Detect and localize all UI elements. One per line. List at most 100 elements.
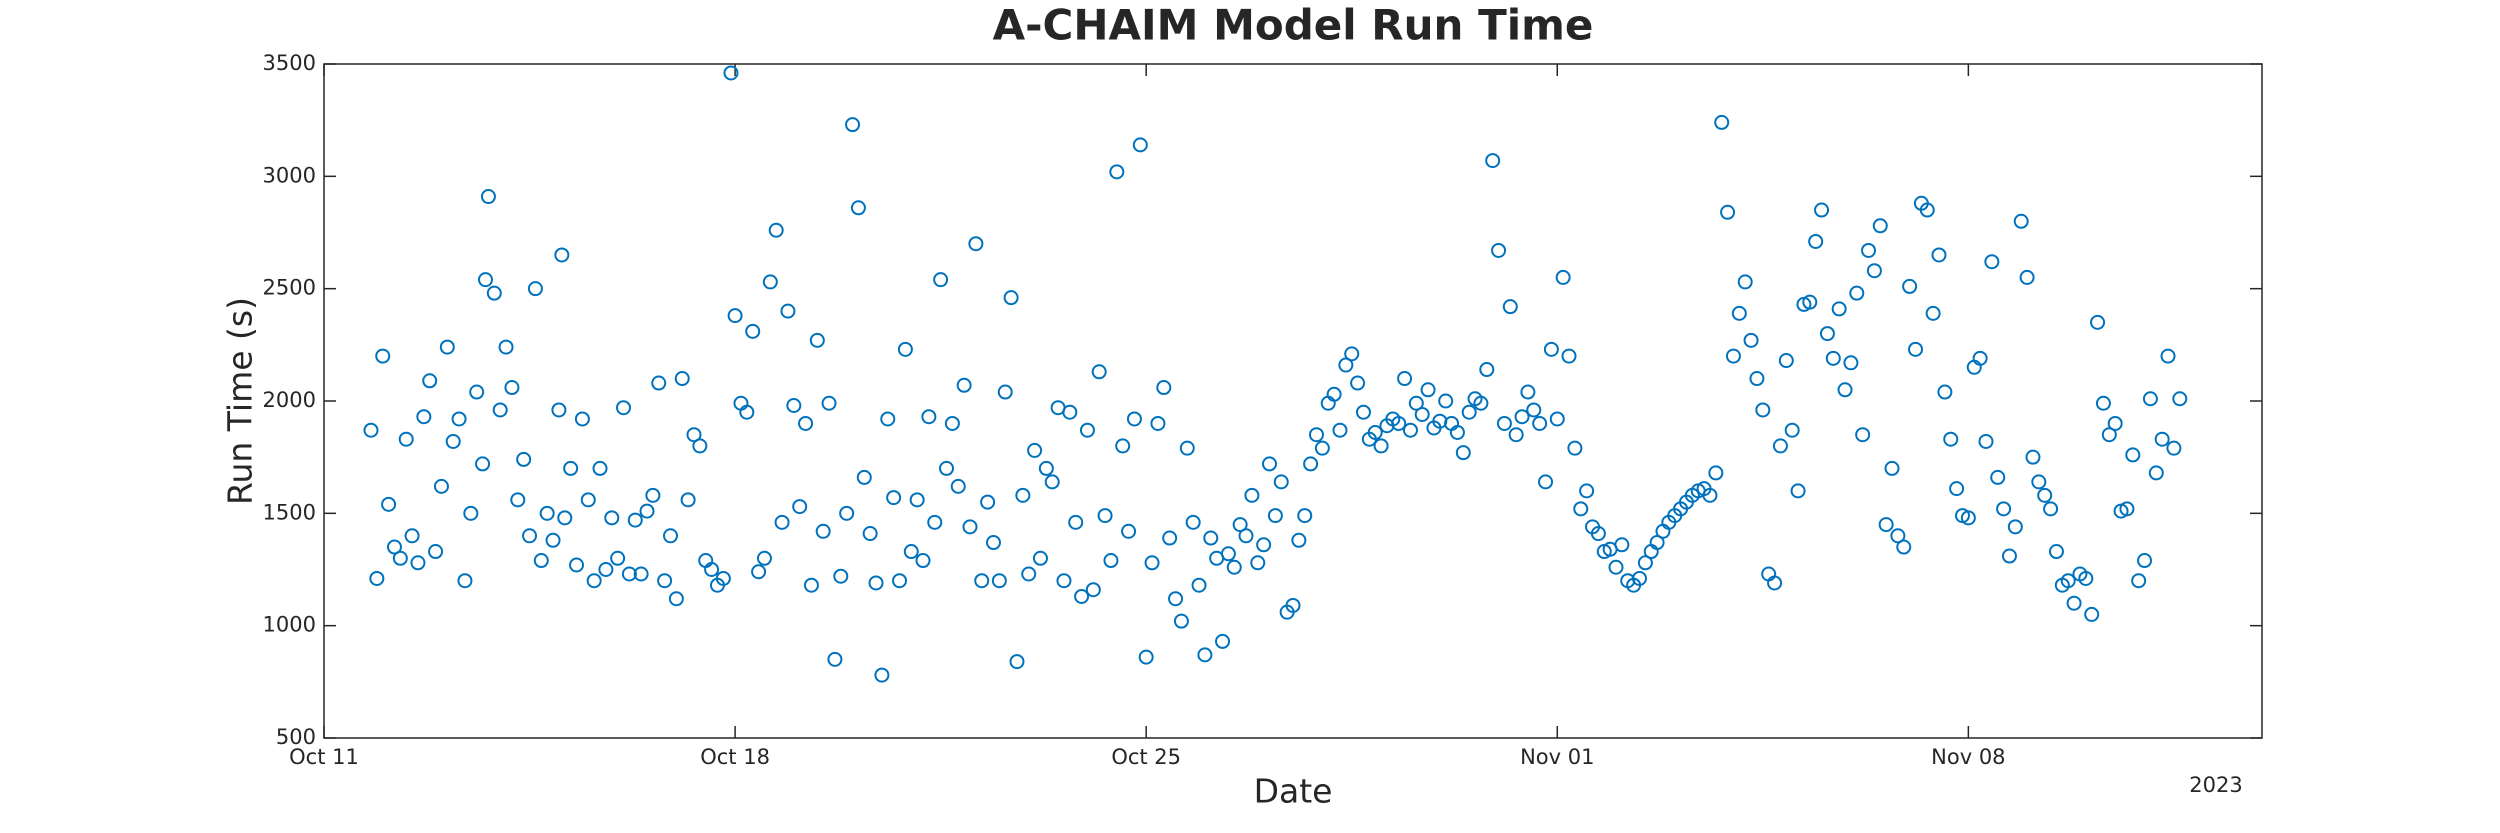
data-point — [862, 526, 878, 542]
data-point — [1496, 415, 1512, 431]
x-tick-label: Nov 08 — [1931, 745, 2005, 769]
data-point — [2031, 474, 2047, 490]
data-point — [1097, 508, 1113, 524]
data-point — [1009, 654, 1025, 670]
data-point — [1162, 530, 1178, 546]
data-point — [439, 339, 455, 355]
data-point — [815, 523, 831, 539]
data-point — [1725, 348, 1741, 364]
data-point — [2060, 573, 2076, 589]
data-point — [1579, 483, 1595, 499]
data-point — [1062, 404, 1078, 420]
data-point — [1543, 341, 1559, 357]
y-tick-label: 1000 — [263, 613, 316, 637]
data-point — [1238, 528, 1254, 544]
data-point — [2131, 573, 2147, 589]
data-point — [1849, 285, 1865, 301]
data-point — [1056, 573, 1072, 589]
data-point — [2142, 391, 2158, 407]
data-point — [369, 570, 385, 586]
data-point — [428, 544, 444, 560]
data-point — [1772, 438, 1788, 454]
data-point — [1314, 440, 1330, 456]
data-point — [856, 469, 872, 485]
y-tick-label: 500 — [276, 725, 316, 749]
data-point — [1567, 440, 1583, 456]
data-point — [527, 281, 543, 297]
data-point — [1561, 348, 1577, 364]
data-point — [2154, 431, 2170, 447]
data-point — [1115, 438, 1131, 454]
x-tick-label: Oct 18 — [700, 745, 770, 769]
data-point — [410, 555, 426, 571]
data-point — [1902, 278, 1918, 294]
data-point — [478, 272, 493, 288]
data-point — [1708, 465, 1724, 481]
data-point — [510, 492, 526, 508]
data-point — [886, 490, 902, 506]
data-point — [892, 573, 908, 589]
data-point — [1262, 456, 1278, 472]
data-point — [533, 553, 549, 569]
data-point — [1203, 530, 1219, 546]
data-point — [968, 236, 984, 252]
data-point — [1215, 633, 1231, 649]
y-tick-label: 3000 — [263, 163, 316, 187]
data-point — [1491, 242, 1507, 258]
data-point — [586, 573, 602, 589]
data-point — [827, 651, 843, 667]
data-point — [2001, 548, 2017, 564]
data-point — [475, 456, 491, 472]
data-point — [962, 519, 978, 535]
data-point — [1185, 514, 1201, 530]
data-point — [2066, 595, 2082, 611]
data-point — [1438, 393, 1454, 409]
y-axis-label: Run Time (s) — [221, 297, 260, 505]
data-point — [874, 667, 890, 683]
data-point — [1978, 433, 1994, 449]
data-point — [903, 544, 919, 560]
data-point — [1837, 382, 1853, 398]
data-point — [2107, 415, 2123, 431]
data-point — [1168, 591, 1184, 607]
data-point — [921, 409, 937, 425]
data-point — [927, 514, 943, 530]
data-point — [1855, 427, 1871, 443]
data-point — [944, 415, 960, 431]
data-point — [1931, 247, 1947, 263]
data-point — [545, 532, 561, 548]
data-point — [809, 332, 825, 348]
data-point — [1126, 411, 1142, 427]
data-point — [1649, 535, 1665, 551]
data-point — [2119, 501, 2135, 517]
data-point — [674, 371, 690, 387]
data-point — [2025, 449, 2041, 465]
data-point — [381, 496, 397, 512]
data-point — [727, 308, 743, 324]
data-point — [2013, 213, 2029, 229]
data-point — [1819, 326, 1835, 342]
data-point — [1291, 532, 1307, 548]
data-point — [1297, 508, 1313, 524]
data-point — [1021, 566, 1037, 582]
data-point — [651, 375, 667, 391]
data-point — [704, 562, 720, 577]
data-point — [1614, 537, 1630, 553]
data-point — [1984, 254, 2000, 270]
data-point — [1925, 305, 1941, 321]
data-point — [1132, 137, 1148, 153]
data-point — [692, 438, 708, 454]
data-point — [1866, 263, 1882, 279]
data-point — [375, 348, 391, 364]
data-point — [627, 512, 643, 528]
data-point — [845, 117, 861, 133]
data-point — [756, 550, 772, 566]
data-point — [610, 550, 626, 566]
data-point — [2160, 348, 2176, 364]
data-point — [1144, 555, 1160, 571]
data-point — [1802, 294, 1818, 310]
data-point — [1737, 274, 1753, 290]
data-point — [1414, 406, 1430, 422]
data-point — [1508, 427, 1524, 443]
